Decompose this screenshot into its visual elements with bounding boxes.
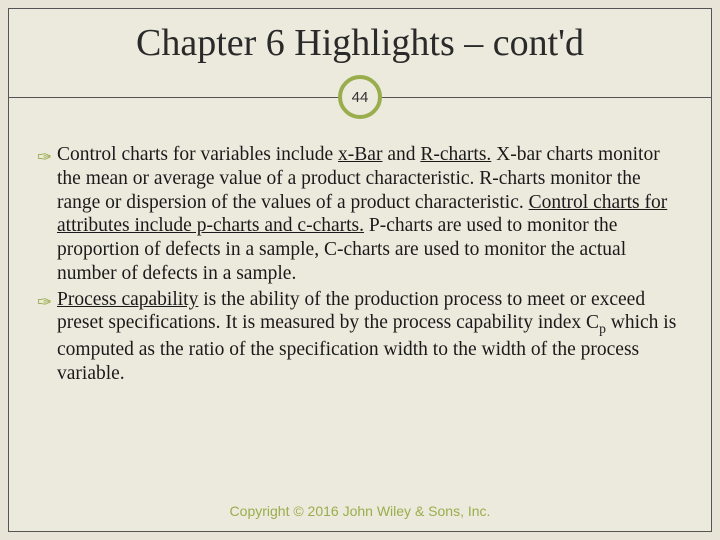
page-title: Chapter 6 Highlights – cont'd [9, 9, 711, 75]
page-number-badge: 44 [338, 75, 382, 119]
bullet-text: Control charts for variables include x-B… [57, 144, 667, 284]
copyright-footer: Copyright © 2016 John Wiley & Sons, Inc. [9, 503, 711, 519]
slide-frame: Chapter 6 Highlights – cont'd 44 ✑Contro… [8, 8, 712, 532]
title-divider: 44 [9, 75, 711, 125]
bullet-text: Process capability is the ability of the… [57, 289, 676, 384]
bullet-icon: ✑ [37, 147, 52, 169]
bullet-icon: ✑ [37, 292, 52, 314]
content-area: ✑Control charts for variables include x-… [9, 125, 711, 386]
bullet-item: ✑Control charts for variables include x-… [37, 143, 683, 286]
bullet-item: ✑Process capability is the ability of th… [37, 288, 683, 386]
